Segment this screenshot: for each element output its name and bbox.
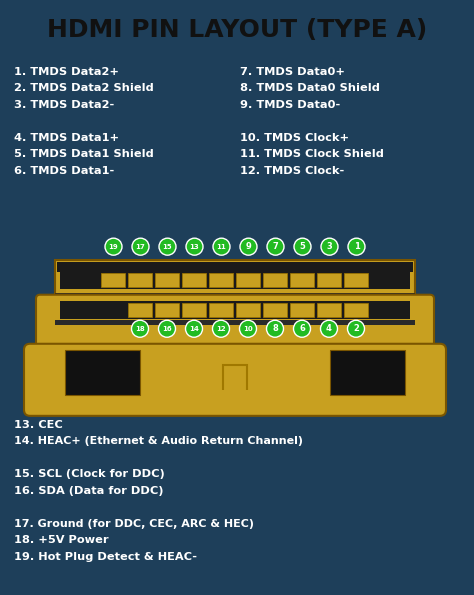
Bar	[60, 300, 410, 319]
Bar	[291, 273, 315, 287]
Bar	[330, 350, 405, 395]
Circle shape	[159, 238, 176, 255]
Text: 18: 18	[135, 325, 145, 332]
Text: 8: 8	[272, 324, 278, 333]
Bar	[55, 320, 415, 325]
Text: 5: 5	[300, 242, 305, 251]
Text: 9: 9	[246, 242, 251, 251]
Circle shape	[321, 238, 338, 255]
Circle shape	[185, 320, 202, 337]
Text: 7. TMDS Data0+: 7. TMDS Data0+	[240, 67, 345, 77]
Circle shape	[320, 320, 337, 337]
Bar	[128, 303, 152, 317]
Bar	[65, 350, 140, 395]
Text: 12: 12	[216, 325, 226, 332]
Text: 12. TMDS Clock-: 12. TMDS Clock-	[240, 165, 344, 176]
Circle shape	[158, 320, 175, 337]
Text: 6: 6	[299, 324, 305, 333]
FancyBboxPatch shape	[55, 259, 415, 297]
Bar	[344, 303, 368, 317]
Bar	[236, 303, 260, 317]
Text: 11: 11	[217, 244, 227, 250]
Circle shape	[132, 238, 149, 255]
Bar	[182, 303, 206, 317]
Circle shape	[294, 238, 311, 255]
Text: 18. +5V Power: 18. +5V Power	[14, 536, 109, 546]
Circle shape	[131, 320, 148, 337]
Bar	[264, 273, 288, 287]
Bar	[345, 273, 368, 287]
Text: 3: 3	[327, 242, 332, 251]
Text: 1. TMDS Data2+: 1. TMDS Data2+	[14, 67, 119, 77]
Text: 15. SCL (Clock for DDC): 15. SCL (Clock for DDC)	[14, 469, 165, 480]
Circle shape	[293, 320, 310, 337]
Circle shape	[239, 320, 256, 337]
Bar	[60, 271, 410, 289]
FancyBboxPatch shape	[36, 295, 434, 384]
Bar	[210, 273, 234, 287]
FancyBboxPatch shape	[24, 344, 446, 416]
Bar	[155, 273, 180, 287]
Text: 16: 16	[162, 325, 172, 332]
Text: 13. CEC: 13. CEC	[14, 420, 63, 430]
Text: 11. TMDS Clock Shield: 11. TMDS Clock Shield	[240, 149, 384, 159]
Bar	[237, 273, 261, 287]
Bar	[155, 303, 179, 317]
Text: 17: 17	[136, 244, 146, 250]
Text: 10. TMDS Clock+: 10. TMDS Clock+	[240, 133, 349, 143]
Bar	[263, 303, 287, 317]
Text: 5. TMDS Data1 Shield: 5. TMDS Data1 Shield	[14, 149, 154, 159]
Text: 15: 15	[163, 244, 173, 250]
Text: 10: 10	[243, 325, 253, 332]
Bar	[55, 293, 415, 299]
Text: 2: 2	[353, 324, 359, 333]
Bar	[101, 273, 126, 287]
Text: 4. TMDS Data1+: 4. TMDS Data1+	[14, 133, 119, 143]
Text: 17. Ground (for DDC, CEC, ARC & HEC): 17. Ground (for DDC, CEC, ARC & HEC)	[14, 519, 254, 529]
Circle shape	[347, 320, 365, 337]
Circle shape	[212, 320, 229, 337]
Text: 19. Hot Plug Detect & HEAC-: 19. Hot Plug Detect & HEAC-	[14, 552, 197, 562]
Circle shape	[105, 238, 122, 255]
Text: 9. TMDS Data0-: 9. TMDS Data0-	[240, 99, 340, 109]
Text: 16. SDA (Data for DDC): 16. SDA (Data for DDC)	[14, 486, 164, 496]
Bar	[290, 303, 314, 317]
Circle shape	[267, 238, 284, 255]
Text: 1: 1	[354, 242, 359, 251]
Text: 14: 14	[189, 325, 199, 332]
Text: 3. TMDS Data2-: 3. TMDS Data2-	[14, 99, 114, 109]
Text: 13: 13	[190, 244, 200, 250]
Bar	[182, 273, 207, 287]
Text: 14. HEAC+ (Ethernet & Audio Return Channel): 14. HEAC+ (Ethernet & Audio Return Chann…	[14, 436, 303, 446]
Text: 7: 7	[273, 242, 278, 251]
Bar	[128, 273, 153, 287]
Text: 6. TMDS Data1-: 6. TMDS Data1-	[14, 165, 114, 176]
Text: 8. TMDS Data0 Shield: 8. TMDS Data0 Shield	[240, 83, 380, 93]
Bar	[209, 303, 233, 317]
Text: HDMI PIN LAYOUT (TYPE A): HDMI PIN LAYOUT (TYPE A)	[47, 18, 427, 42]
Text: 4: 4	[326, 324, 332, 333]
Circle shape	[240, 238, 257, 255]
Circle shape	[266, 320, 283, 337]
Circle shape	[186, 238, 203, 255]
Text: 2. TMDS Data2 Shield: 2. TMDS Data2 Shield	[14, 83, 154, 93]
Circle shape	[348, 238, 365, 255]
Bar	[318, 273, 341, 287]
Bar	[317, 303, 341, 317]
Text: 19: 19	[109, 244, 118, 250]
Circle shape	[213, 238, 230, 255]
Bar	[57, 262, 413, 272]
